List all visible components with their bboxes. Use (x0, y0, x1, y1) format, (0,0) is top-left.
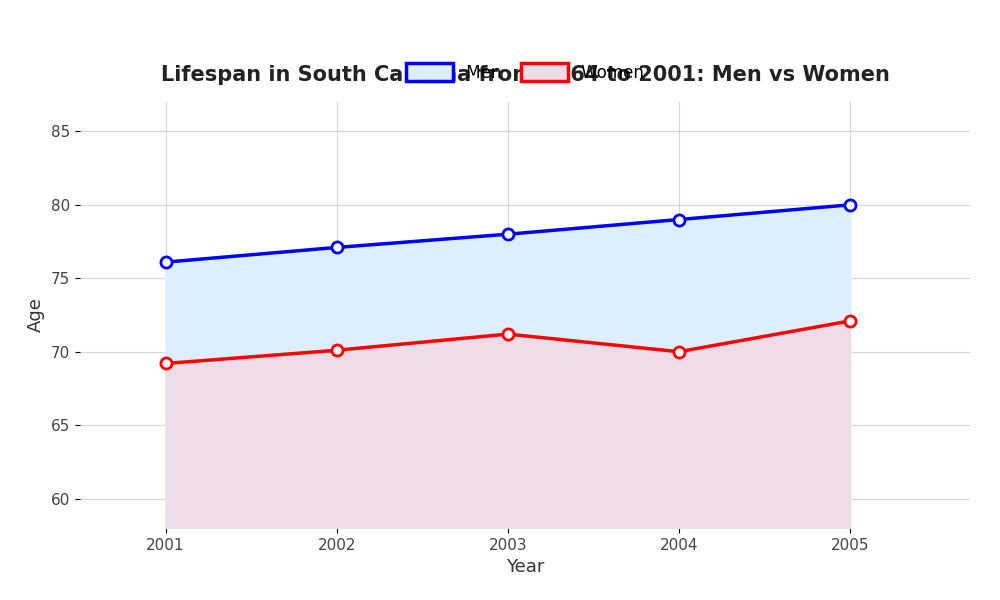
Y-axis label: Age: Age (27, 298, 45, 332)
Legend:  Men,  Women: Men, Women (398, 55, 652, 90)
Title: Lifespan in South Carolina from 1964 to 2001: Men vs Women: Lifespan in South Carolina from 1964 to … (161, 65, 889, 85)
X-axis label: Year: Year (506, 558, 544, 576)
